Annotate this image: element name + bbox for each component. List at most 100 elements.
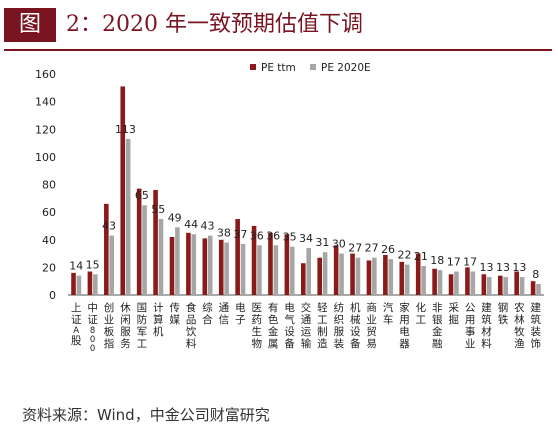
bar-pe-2020e	[191, 234, 197, 295]
category-label: 机械设备	[350, 301, 361, 350]
figure-header: 图 2：2020 年一致预期估值下调	[0, 6, 558, 51]
bar-pe-ttm	[104, 203, 109, 295]
data-label: 36	[250, 229, 264, 242]
bar-pe-ttm	[218, 239, 224, 295]
bar-pe-2020e	[109, 235, 115, 295]
data-label: 21	[414, 250, 428, 263]
category-label: 家用电器	[399, 301, 410, 350]
category-label: 中证 8 0 0	[87, 301, 98, 354]
category-label: 医药生物	[252, 302, 263, 350]
data-label: 13	[512, 261, 526, 274]
category-label: 汽车	[383, 301, 394, 326]
bar-pe-2020e	[273, 245, 279, 295]
y-tick-label: 40	[42, 234, 56, 247]
bar-pe-ttm	[399, 261, 405, 295]
y-tick-label: 120	[35, 123, 56, 136]
bar-pe-ttm	[497, 275, 503, 295]
data-label: 113	[115, 123, 136, 136]
bar-pe-ttm	[432, 268, 437, 295]
source-note: 资料来源：Wind，中金公司财富研究	[22, 406, 270, 424]
bar-pe-2020e	[503, 277, 508, 295]
bar-pe-2020e	[76, 275, 82, 295]
category-label: 电子	[235, 301, 246, 326]
bar-pe-2020e	[339, 253, 344, 295]
data-label: 43	[102, 220, 116, 233]
bar-pe-2020e	[404, 264, 410, 295]
y-tick-label: 160	[35, 68, 56, 81]
figure-tag: 图	[4, 8, 56, 42]
data-label: 27	[365, 242, 379, 255]
bar-pe-ttm	[366, 260, 372, 295]
category-label: 非银金融	[432, 302, 443, 350]
y-tick-label: 100	[35, 151, 56, 164]
legend-label-pe-2020e: PE 2020E	[321, 62, 371, 74]
category-label: 建筑装饰	[531, 301, 542, 350]
data-label: 34	[299, 232, 313, 245]
data-label: 65	[135, 189, 149, 202]
data-label: 27	[348, 242, 362, 255]
data-label: 49	[168, 211, 182, 224]
bar-pe-ttm	[333, 245, 339, 295]
bar-pe-2020e	[322, 252, 328, 295]
category-label: 商业贸易	[366, 301, 377, 350]
bar-pe-2020e	[175, 227, 180, 295]
figure-title: 2：2020 年一致预期估值下调	[66, 12, 363, 37]
data-label: 13	[496, 261, 510, 274]
y-tick-label: 140	[35, 96, 56, 109]
data-label: 15	[86, 258, 100, 271]
bar-pe-2020e	[421, 265, 426, 295]
bar-pe-ttm	[235, 219, 240, 295]
bar-pe-2020e	[93, 274, 98, 295]
data-label: 13	[480, 261, 494, 274]
data-label: 35	[283, 231, 297, 244]
data-label: 43	[201, 220, 215, 233]
bar-pe-2020e	[158, 219, 164, 295]
category-label: 采掘	[448, 302, 459, 326]
category-label: 纺织服装	[334, 301, 345, 350]
data-label: 37	[233, 228, 247, 241]
category-label: 创业板指	[104, 301, 115, 350]
title-rule	[4, 49, 552, 51]
data-label: 22	[397, 249, 411, 262]
category-label: 传媒	[169, 302, 180, 326]
category-label: 化工	[416, 301, 427, 326]
y-tick-label: 20	[42, 261, 56, 274]
legend-label-pe-ttm: PE ttm	[261, 62, 296, 74]
legend-swatch-pe-ttm	[250, 64, 256, 70]
bar-pe-2020e	[306, 248, 311, 295]
category-label: 建筑材料	[481, 301, 492, 350]
bar-pe-2020e	[207, 235, 213, 295]
category-label: 综合	[202, 301, 213, 326]
bar-pe-ttm	[268, 232, 273, 295]
bar-pe-2020e	[125, 138, 131, 295]
data-label: 44	[184, 218, 198, 231]
data-label: 30	[332, 238, 346, 251]
bar-pe-ttm	[186, 232, 191, 295]
y-tick-label: 60	[42, 206, 56, 219]
bar-chart: 0 20 40 60 80 100 120 140 160 14 上证 A 股 15 中证 8 0 0 43 创业板指…	[35, 62, 544, 354]
category-label: 农林牧渔	[514, 301, 525, 350]
category-label: 有色金属	[268, 301, 279, 350]
bar-pe-ttm	[317, 257, 323, 295]
y-tick-label: 0	[49, 289, 56, 302]
bar-pe-ttm	[465, 267, 470, 295]
bar-pe-ttm	[120, 86, 126, 296]
bar-pe-2020e	[240, 243, 246, 295]
data-label: 36	[266, 229, 280, 242]
bar-pe-2020e	[224, 242, 229, 295]
bar-pe-2020e	[486, 277, 492, 295]
category-label: 食品饮料	[186, 301, 197, 350]
bar-pe-ttm	[71, 272, 76, 295]
bar-pe-ttm	[169, 236, 175, 295]
bar-pe-ttm	[448, 274, 454, 295]
bar-pe-ttm	[87, 271, 93, 295]
data-label: 17	[447, 256, 461, 269]
category-label: 轻工制造	[317, 301, 328, 350]
legend-swatch-pe-2020e	[310, 64, 316, 70]
bar-pe-2020e	[519, 277, 525, 295]
data-label: 18	[430, 254, 444, 267]
bar-pe-2020e	[372, 257, 377, 295]
category-label: 交通运输	[301, 301, 312, 350]
data-label: 31	[315, 236, 329, 249]
data-label: 55	[151, 203, 165, 216]
